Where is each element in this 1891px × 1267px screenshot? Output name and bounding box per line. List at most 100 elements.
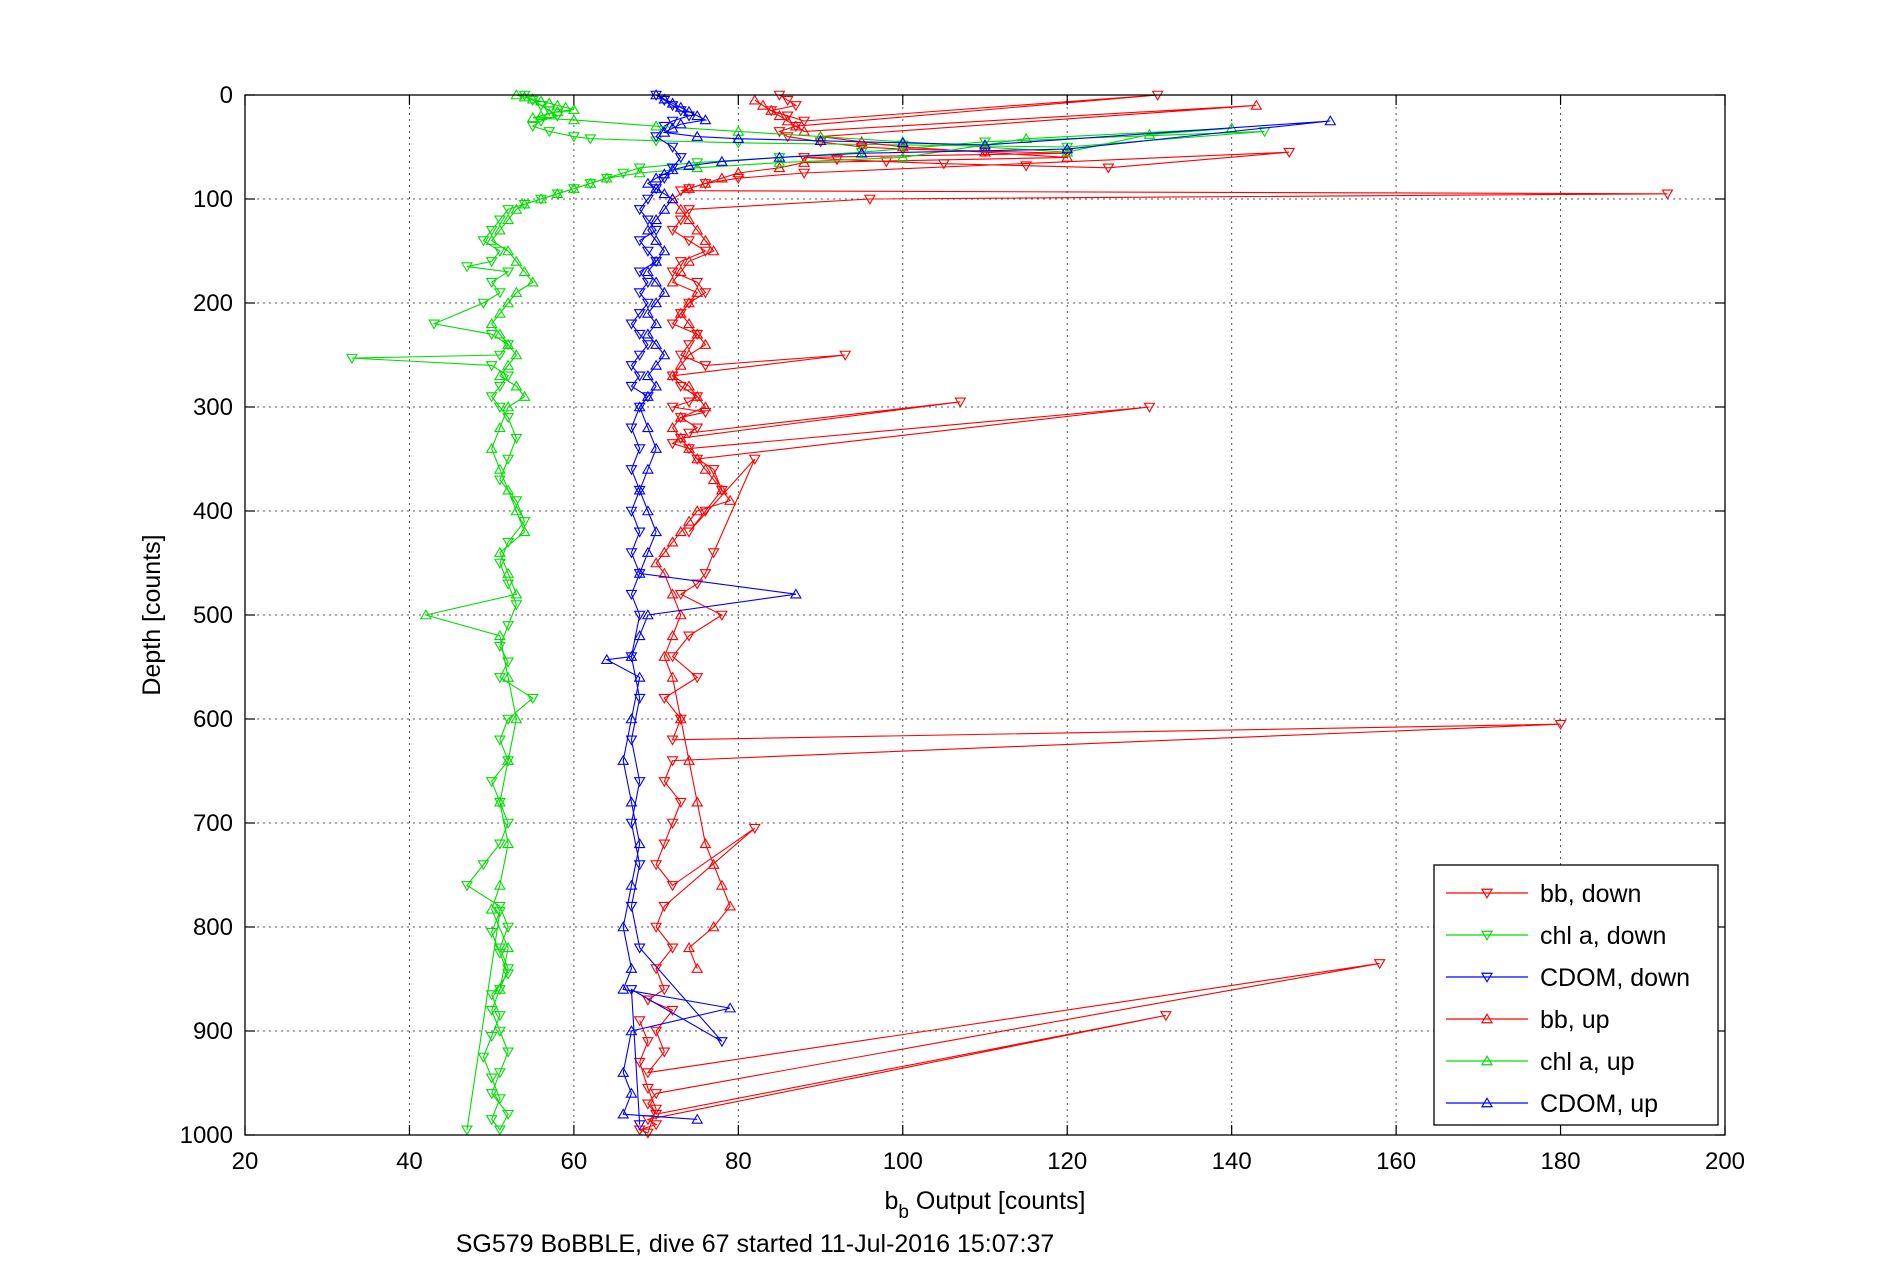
data-point <box>674 101 687 112</box>
data-point <box>666 122 679 133</box>
data-point <box>724 494 737 505</box>
data-point <box>691 673 704 684</box>
data-point <box>658 693 671 705</box>
data-point <box>650 359 663 370</box>
data-point <box>691 158 704 169</box>
data-point <box>839 350 852 361</box>
data-point <box>1373 959 1386 970</box>
data-point <box>650 338 663 349</box>
data-point <box>666 276 679 287</box>
data-point <box>732 132 745 143</box>
data-point <box>724 900 737 911</box>
legend-entry-cdom-down: CDOM, down <box>1446 964 1690 992</box>
data-point <box>485 1073 498 1084</box>
data-point <box>691 1113 704 1124</box>
data-point <box>600 653 613 665</box>
data-point <box>699 463 712 474</box>
data-point <box>674 797 687 809</box>
data-point <box>485 361 498 372</box>
data-point <box>732 167 745 178</box>
data-point <box>683 527 695 538</box>
data-point <box>477 860 490 871</box>
data-point <box>493 288 506 299</box>
data-point <box>641 546 654 557</box>
data-point <box>502 1047 515 1058</box>
y-tick-labels: 0 100 200 300 400 500 600 700 800 900 1000 <box>180 82 233 1149</box>
legend-entry-cdom-up: CDOM, up <box>1446 1090 1658 1118</box>
data-point <box>493 307 506 318</box>
axis-ticks <box>244 94 1726 1136</box>
data-point <box>683 442 695 453</box>
x-tick-label: 60 <box>561 1148 588 1175</box>
data-point <box>617 983 630 994</box>
data-point <box>650 234 663 245</box>
data-point <box>666 164 679 175</box>
data-point <box>485 329 498 341</box>
data-point <box>650 317 663 329</box>
data-point <box>674 411 687 422</box>
data-point <box>699 288 712 299</box>
data-point <box>617 168 630 179</box>
data-point <box>493 983 506 994</box>
data-point <box>641 1099 654 1110</box>
data-point <box>715 172 728 183</box>
data-point <box>633 671 646 682</box>
legend: bb, down chl a, down CDOM, down bb, up chl a… <box>1433 864 1719 1126</box>
data-point <box>683 105 695 116</box>
data-point <box>674 118 687 129</box>
data-point <box>485 1005 498 1017</box>
data-point <box>641 1037 654 1048</box>
y-tick-label: 700 <box>193 810 233 837</box>
data-point <box>493 246 506 257</box>
data-point <box>650 860 663 871</box>
legend-entry-chl-a-up: chl a, up <box>1446 1048 1635 1076</box>
data-point <box>551 187 564 199</box>
data-point <box>617 1108 630 1119</box>
data-point <box>641 328 654 339</box>
data-point <box>683 380 695 391</box>
data-point <box>666 101 679 112</box>
data-point <box>699 114 712 125</box>
data-point <box>658 245 671 256</box>
data-point <box>633 236 646 247</box>
data-point <box>699 177 712 188</box>
data-point <box>641 505 654 516</box>
data-point <box>691 505 704 516</box>
data-point <box>502 1109 515 1121</box>
data-point <box>683 317 695 329</box>
data-point <box>674 265 687 277</box>
data-point <box>691 453 704 464</box>
data-point <box>650 1120 663 1131</box>
data-point <box>683 340 695 351</box>
data-point <box>493 907 506 918</box>
data-point <box>773 161 786 173</box>
data-point <box>650 1109 663 1121</box>
data-point <box>1159 1011 1172 1022</box>
data-point <box>658 187 671 199</box>
data-point <box>535 95 547 106</box>
data-point <box>510 600 523 611</box>
data-point <box>502 837 515 849</box>
data-point <box>493 475 506 486</box>
data-point <box>781 95 794 107</box>
data-point <box>650 132 663 143</box>
data-point <box>502 754 515 765</box>
data-point <box>715 879 728 890</box>
data-point <box>650 442 663 453</box>
data-point <box>1283 147 1296 159</box>
legend-label: CDOM, up <box>1540 1090 1658 1118</box>
data-point <box>493 879 506 890</box>
data-point <box>666 671 679 682</box>
data-point <box>535 193 547 204</box>
data-point <box>650 225 663 237</box>
data-point <box>485 277 498 289</box>
data-point <box>345 353 358 364</box>
data-point <box>633 163 646 174</box>
data-point <box>650 182 663 193</box>
data-point <box>666 756 679 767</box>
data-point <box>625 735 638 746</box>
data-point <box>658 126 671 137</box>
y-tick-label: 200 <box>193 290 233 317</box>
data-point <box>543 97 556 108</box>
